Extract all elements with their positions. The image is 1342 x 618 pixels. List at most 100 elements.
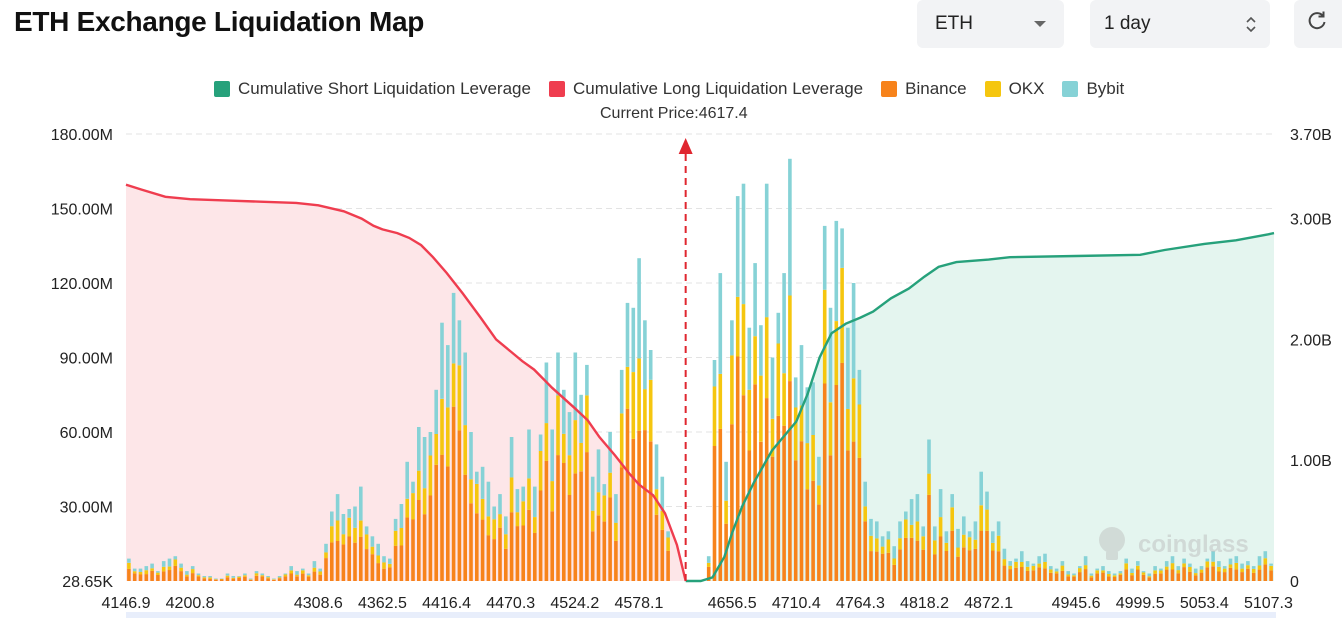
bars — [127, 158, 1273, 581]
bar-okx — [562, 433, 566, 463]
bar-okx — [585, 395, 589, 453]
bar-binance — [1153, 573, 1157, 581]
bar-okx — [1089, 575, 1094, 578]
bar-okx — [417, 470, 421, 500]
bar-okx — [863, 506, 867, 522]
bar-binance — [985, 530, 989, 581]
bar-bybit — [179, 563, 183, 568]
bar-bybit — [805, 387, 810, 444]
bar-binance — [254, 575, 259, 581]
bar-bybit — [1031, 563, 1036, 566]
x-axis-tick: 4945.6 — [1052, 595, 1101, 612]
bar-bybit — [863, 481, 867, 507]
bar-bybit — [324, 543, 328, 553]
bar-binance — [585, 452, 589, 581]
bar-okx — [811, 435, 815, 481]
bar-okx — [451, 363, 456, 407]
bar-binance — [904, 537, 908, 581]
bar-binance — [759, 441, 763, 581]
bar-bybit — [509, 437, 514, 478]
current-price-label: Current Price:4617.4 — [600, 105, 748, 122]
left-axis-tick: 150.00M — [51, 202, 113, 219]
legend-item-long[interactable]: Cumulative Long Liquidation Leverage — [548, 79, 864, 99]
right-axis-tick: 2.00B — [1290, 332, 1332, 349]
bar-binance — [1199, 572, 1204, 581]
range-select[interactable]: 1 day — [1090, 0, 1270, 48]
bar-bybit — [619, 369, 624, 414]
bar-binance — [214, 579, 218, 581]
bar-bybit — [515, 489, 520, 513]
bar-bybit — [283, 573, 288, 575]
bar-okx — [962, 534, 966, 548]
bar-okx — [208, 577, 212, 579]
bar-bybit — [1246, 561, 1250, 566]
bar-bybit — [637, 258, 641, 359]
refresh-button[interactable] — [1294, 0, 1342, 48]
bar-bybit — [1054, 568, 1059, 572]
bar-okx — [156, 572, 160, 575]
bar-bybit — [527, 429, 531, 479]
bar-bybit — [776, 312, 781, 344]
bar-okx — [805, 443, 810, 490]
bar-bybit — [486, 481, 491, 517]
bar-bybit — [1130, 568, 1134, 573]
bar-binance — [202, 578, 207, 581]
bar-okx — [631, 372, 636, 439]
bar-binance — [1130, 575, 1134, 581]
bar-bybit — [759, 325, 763, 376]
bar-binance — [880, 553, 885, 581]
bar-binance — [161, 571, 166, 581]
bar-binance — [550, 511, 554, 581]
bar-okx — [185, 574, 189, 577]
bar-binance — [1141, 575, 1146, 581]
bar-binance — [1170, 569, 1175, 581]
bar-binance — [388, 567, 392, 581]
bar-okx — [614, 522, 618, 541]
bar-binance — [741, 395, 746, 581]
legend-item-bybit[interactable]: Bybit — [1062, 79, 1124, 99]
bar-okx — [318, 571, 322, 575]
watermark: coinglass — [1099, 527, 1249, 560]
bar-binance — [411, 519, 415, 581]
bar-bybit — [1170, 556, 1175, 564]
short-cumulative-line — [685, 231, 1275, 583]
bar-okx — [1147, 576, 1152, 578]
bar-okx — [730, 355, 734, 425]
bar-bybit — [521, 486, 525, 502]
bar-binance — [857, 457, 862, 581]
bar-binance — [1211, 566, 1215, 581]
bar-bybit — [828, 307, 833, 403]
bar-okx — [724, 500, 728, 524]
legend-item-short[interactable]: Cumulative Short Liquidation Leverage — [214, 79, 531, 99]
bar-binance — [277, 578, 282, 581]
bar-okx — [1124, 563, 1128, 570]
legend-item-binance[interactable]: Binance — [881, 79, 967, 99]
bar-okx — [927, 473, 931, 495]
bar-bybit — [938, 489, 943, 518]
left-axis: 28.65K 30.00M 60.00M 90.00M 120.00M 150.00M 18… — [51, 127, 114, 591]
bar-okx — [1043, 561, 1047, 569]
bar-binance — [527, 509, 531, 581]
legend-label: Binance — [905, 79, 967, 98]
bar-bybit — [817, 456, 821, 486]
bar-bybit — [475, 471, 479, 484]
bar-binance — [167, 570, 172, 581]
bar-bybit — [602, 484, 607, 496]
bar-bybit — [579, 394, 583, 443]
bar-bybit — [254, 571, 259, 574]
bar-binance — [863, 521, 867, 581]
bar-bybit — [1072, 573, 1076, 576]
bar-bybit — [1251, 566, 1256, 569]
range-select-value: 1 day — [1104, 13, 1151, 34]
bar-okx — [1222, 568, 1227, 573]
zoom-slider-track[interactable] — [126, 612, 1276, 618]
bar-binance — [950, 530, 954, 581]
bar-bybit — [214, 578, 218, 580]
bar-bybit — [747, 327, 752, 390]
legend-item-okx[interactable]: OKX — [984, 79, 1044, 99]
bar-binance — [1136, 569, 1140, 581]
coin-select[interactable]: ETH — [917, 0, 1064, 48]
bar-bybit — [277, 576, 282, 578]
legend-label: Cumulative Long Liquidation Leverage — [572, 79, 864, 98]
bar-binance — [132, 573, 137, 581]
